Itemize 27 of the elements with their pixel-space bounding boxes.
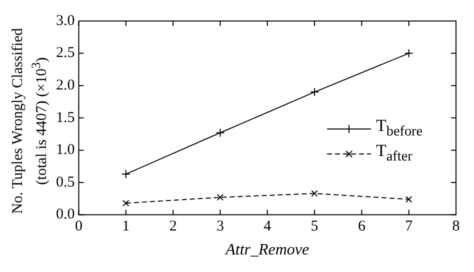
y-tick-label: 3.0 <box>56 12 75 29</box>
x-tick-label: 4 <box>264 218 272 235</box>
point <box>121 170 130 179</box>
y-tick-label: 2.0 <box>56 78 75 94</box>
point <box>404 48 414 58</box>
point <box>216 128 225 138</box>
y-tick-label: 0.0 <box>56 206 75 223</box>
x-tick-label: 1 <box>122 218 130 235</box>
x-tick-label: 8 <box>452 218 460 235</box>
point <box>310 88 320 97</box>
x-tick-label: 5 <box>310 218 318 235</box>
point <box>216 194 224 201</box>
x-tick-label: 3 <box>216 218 224 235</box>
point <box>311 190 318 197</box>
x-tick-label: 6 <box>358 218 366 235</box>
y-tick-label: 0.5 <box>56 174 75 190</box>
x-tick-label: 7 <box>405 218 414 235</box>
legend-label: T$_{before}$ <box>376 116 423 142</box>
point <box>122 200 130 206</box>
legend-label: T$_{after}$ <box>376 141 412 167</box>
x-tick-label: 0 <box>75 218 82 235</box>
y-tick-label: 1.0 <box>56 142 75 158</box>
y-tick-label: 2.5 <box>56 45 75 62</box>
x-tick-label: 2 <box>169 218 177 235</box>
point <box>406 196 412 203</box>
y-tick-label: 1.5 <box>56 110 75 126</box>
x-axis-title: Attr_Remove <box>224 242 310 259</box>
